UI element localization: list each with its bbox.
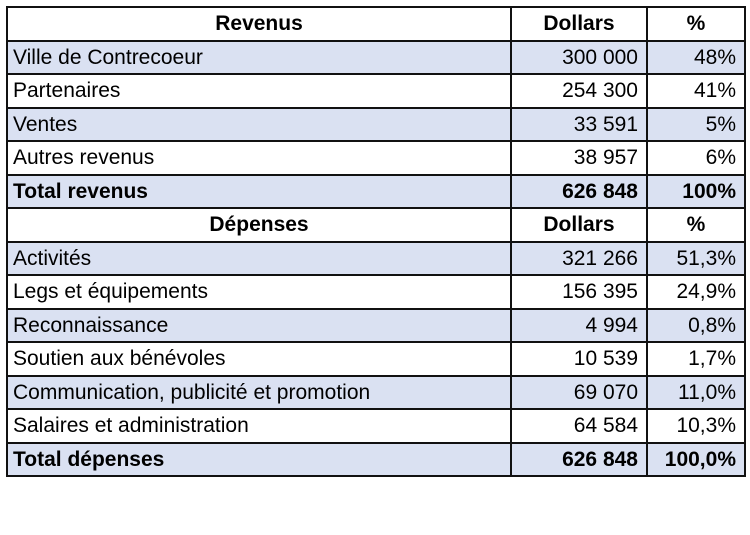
row-label: Ville de Contrecoeur	[6, 39, 512, 75]
revenus-header-row: Revenus Dollars %	[6, 6, 746, 42]
table-row: Activités 321 266 51,3%	[6, 240, 746, 276]
row-label: Reconnaissance	[6, 307, 512, 343]
row-label: Partenaires	[6, 73, 512, 109]
row-pct: 51,3%	[646, 240, 746, 276]
total-dollars: 626 848	[510, 173, 648, 209]
row-dollars: 38 957	[510, 140, 648, 176]
table-row: Soutien aux bénévoles 10 539 1,7%	[6, 341, 746, 377]
table-row: Partenaires 254 300 41%	[6, 73, 746, 109]
table-row: Legs et équipements 156 395 24,9%	[6, 274, 746, 310]
table-row: Communication, publicité et promotion 69…	[6, 374, 746, 410]
row-dollars: 10 539	[510, 341, 648, 377]
row-label: Legs et équipements	[6, 274, 512, 310]
table-row: Autres revenus 38 957 6%	[6, 140, 746, 176]
total-label: Total revenus	[6, 173, 512, 209]
budget-table: Revenus Dollars % Ville de Contrecoeur 3…	[6, 6, 746, 477]
row-pct: 0,8%	[646, 307, 746, 343]
row-dollars: 300 000	[510, 39, 648, 75]
total-pct: 100,0%	[646, 441, 746, 477]
depenses-total-row: Total dépenses 626 848 100,0%	[6, 441, 746, 477]
table-row: Reconnaissance 4 994 0,8%	[6, 307, 746, 343]
row-dollars: 156 395	[510, 274, 648, 310]
row-pct: 48%	[646, 39, 746, 75]
depenses-header-label: Dépenses	[6, 207, 512, 243]
total-pct: 100%	[646, 173, 746, 209]
revenus-header-label: Revenus	[6, 6, 512, 42]
row-label: Ventes	[6, 106, 512, 142]
row-dollars: 33 591	[510, 106, 648, 142]
row-dollars: 64 584	[510, 408, 648, 444]
row-label: Soutien aux bénévoles	[6, 341, 512, 377]
row-label: Activités	[6, 240, 512, 276]
row-dollars: 4 994	[510, 307, 648, 343]
row-dollars: 254 300	[510, 73, 648, 109]
table-row: Ventes 33 591 5%	[6, 106, 746, 142]
row-pct: 6%	[646, 140, 746, 176]
row-label: Salaires et administration	[6, 408, 512, 444]
row-pct: 1,7%	[646, 341, 746, 377]
depenses-header-dollars: Dollars	[510, 207, 648, 243]
revenus-total-row: Total revenus 626 848 100%	[6, 173, 746, 209]
row-dollars: 69 070	[510, 374, 648, 410]
row-pct: 5%	[646, 106, 746, 142]
row-pct: 24,9%	[646, 274, 746, 310]
row-pct: 10,3%	[646, 408, 746, 444]
row-pct: 41%	[646, 73, 746, 109]
revenus-header-dollars: Dollars	[510, 6, 648, 42]
total-label: Total dépenses	[6, 441, 512, 477]
row-dollars: 321 266	[510, 240, 648, 276]
table-row: Ville de Contrecoeur 300 000 48%	[6, 39, 746, 75]
total-dollars: 626 848	[510, 441, 648, 477]
depenses-header-row: Dépenses Dollars %	[6, 207, 746, 243]
row-label: Communication, publicité et promotion	[6, 374, 512, 410]
table-row: Salaires et administration 64 584 10,3%	[6, 408, 746, 444]
row-pct: 11,0%	[646, 374, 746, 410]
revenus-header-pct: %	[646, 6, 746, 42]
depenses-header-pct: %	[646, 207, 746, 243]
row-label: Autres revenus	[6, 140, 512, 176]
